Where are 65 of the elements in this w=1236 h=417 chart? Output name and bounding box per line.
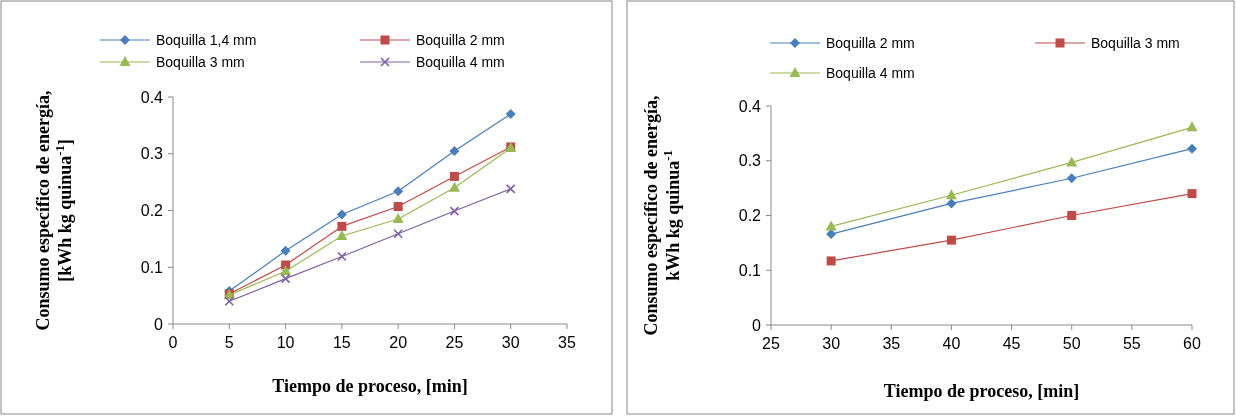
y-tick-label: 0.1 (140, 258, 164, 276)
x-tick-label: 0 (168, 334, 178, 351)
point (505, 109, 516, 120)
point (826, 229, 837, 240)
x-tick-label: 5 (224, 334, 234, 351)
x-axis-title: Tiempo de proceso, [min] (883, 381, 1080, 401)
y-tick-label: 0 (752, 316, 762, 334)
x-tick-label: 40 (942, 335, 961, 352)
point (336, 209, 347, 220)
point (393, 228, 403, 239)
x-tick-label: 55 (1122, 335, 1141, 352)
y-tick-label: 0.1 (738, 261, 762, 279)
point (392, 213, 404, 224)
point (1066, 156, 1078, 167)
point (449, 145, 460, 156)
legend-label: Boquilla 3 mm (1091, 34, 1180, 51)
x-axis-title: Tiempo de proceso, [min] (272, 376, 468, 396)
point (393, 202, 403, 212)
x-tick-label: 25 (445, 334, 464, 351)
y-tick-label: 0 (154, 315, 164, 333)
y-tick-label: 0.2 (140, 202, 164, 220)
point (946, 235, 956, 245)
y-tick-label: 0.2 (738, 207, 762, 225)
x-tick-label: 35 (558, 334, 576, 351)
point (1067, 211, 1077, 220)
point (280, 273, 291, 284)
point (448, 181, 460, 192)
x-tick-label: 25 (762, 335, 780, 352)
point (337, 251, 347, 262)
y-tick-label: 0.4 (738, 97, 762, 115)
x-tick-label: 45 (1002, 335, 1021, 352)
x-tick-label: 50 (1062, 335, 1081, 352)
point (505, 184, 516, 194)
point (280, 265, 292, 276)
x-tick-label: 10 (276, 334, 295, 351)
legend-label: Boquilla 1,4 mm (156, 31, 257, 48)
point (337, 221, 347, 231)
legend-label: Boquilla 3 mm (156, 53, 245, 70)
x-tick-label: 30 (501, 334, 520, 351)
point (336, 230, 348, 241)
point (1187, 189, 1197, 199)
legend-label: Boquilla 4 mm (416, 53, 505, 70)
point (393, 186, 404, 197)
x-tick-label: 30 (822, 335, 841, 352)
point (224, 296, 235, 307)
legend-label: Boquilla 2 mm (826, 34, 915, 51)
point (449, 171, 459, 181)
y-tick-label: 0.4 (140, 88, 164, 106)
y-tick-label: 0.3 (140, 145, 164, 163)
x-tick-label: 15 (332, 334, 351, 351)
point (826, 256, 836, 266)
legend-label: Boquilla 2 mm (416, 31, 505, 48)
point (280, 245, 291, 256)
y-tick-label: 0.3 (738, 152, 762, 170)
x-tick-label: 35 (882, 335, 901, 352)
x-tick-label: 60 (1183, 335, 1201, 352)
point (449, 206, 460, 216)
point (1066, 173, 1077, 184)
x-tick-label: 20 (389, 334, 408, 351)
point (825, 220, 837, 231)
point (945, 189, 957, 200)
point (1186, 121, 1198, 132)
point (1187, 143, 1197, 154)
point (946, 198, 957, 209)
legend-label: Boquilla 4 mm (826, 64, 915, 81)
